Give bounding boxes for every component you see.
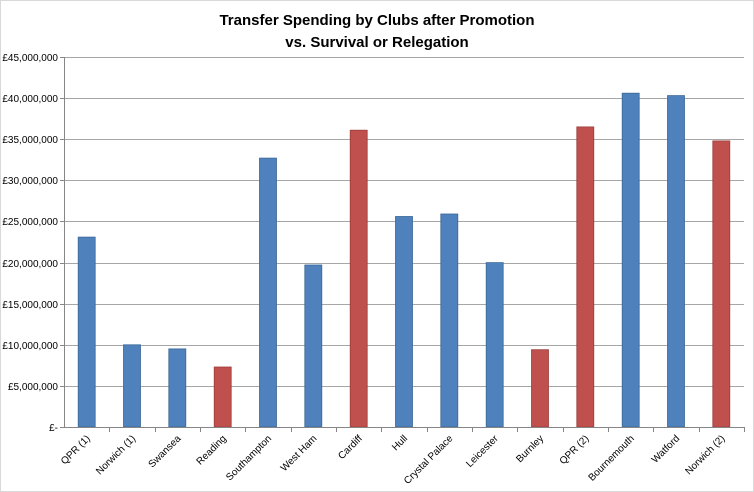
x-tick-label: Leicester xyxy=(464,433,501,470)
y-tick-label: £35,000,000 xyxy=(2,135,58,146)
bar xyxy=(349,129,368,428)
bar xyxy=(123,344,141,428)
bar xyxy=(440,213,459,428)
bar xyxy=(259,157,277,428)
x-tick-label: Swansea xyxy=(147,433,184,470)
bar xyxy=(621,92,640,428)
bar xyxy=(395,216,413,428)
chart-title: Transfer Spending by Clubs after Promoti… xyxy=(0,10,754,54)
y-tick-label: £45,000,000 xyxy=(2,53,58,64)
x-tick-label: Bournemouth xyxy=(587,433,637,483)
y-tick-label: £15,000,000 xyxy=(2,300,58,311)
chart-title-line-1: Transfer Spending by Clubs after Promoti… xyxy=(219,12,535,29)
chart-title-line-2: vs. Survival or Relegation xyxy=(285,34,469,51)
bar xyxy=(168,348,187,428)
x-tick-label: Watford xyxy=(650,433,682,465)
x-tick-label: Crystal Palace xyxy=(402,433,456,487)
x-tick-label: QPR (2) xyxy=(558,433,592,467)
y-tick-labels: £- £5,000,000 £10,000,000 £15,000,000 £20,00… xyxy=(2,53,58,434)
y-tick-label: £40,000,000 xyxy=(2,94,58,105)
x-tick-label: QPR (1) xyxy=(59,433,93,467)
x-tick-label: Southampton xyxy=(224,433,274,483)
axes xyxy=(60,57,745,432)
bar xyxy=(77,236,96,428)
x-tick-labels: QPR (1) Norwich (1) Swansea ReadingSouthamp… xyxy=(59,433,727,487)
x-tick-label: Hull xyxy=(390,433,410,453)
x-tick-label: Norwich (2) xyxy=(684,433,728,477)
x-tick-label: Norwich (1) xyxy=(94,433,138,477)
y-tick-label: £25,000,000 xyxy=(2,217,58,228)
y-tick-label: £- xyxy=(49,423,58,434)
x-tick-label: Cardiff xyxy=(336,433,365,462)
bar xyxy=(576,126,595,428)
bar xyxy=(667,95,685,428)
x-tick-label: Burnley xyxy=(514,433,546,465)
bar xyxy=(213,366,232,428)
y-tick-label: £30,000,000 xyxy=(2,176,58,187)
y-tick-label: £10,000,000 xyxy=(2,341,58,352)
bar xyxy=(485,262,504,428)
x-tick-label: Reading xyxy=(195,433,229,467)
bar xyxy=(531,349,549,428)
y-tick-label: £20,000,000 xyxy=(2,259,58,270)
bar xyxy=(304,264,323,428)
bars xyxy=(77,92,731,428)
bar xyxy=(712,140,731,428)
x-tick-label: West Ham xyxy=(279,433,320,474)
y-tick-label: £5,000,000 xyxy=(8,382,58,393)
